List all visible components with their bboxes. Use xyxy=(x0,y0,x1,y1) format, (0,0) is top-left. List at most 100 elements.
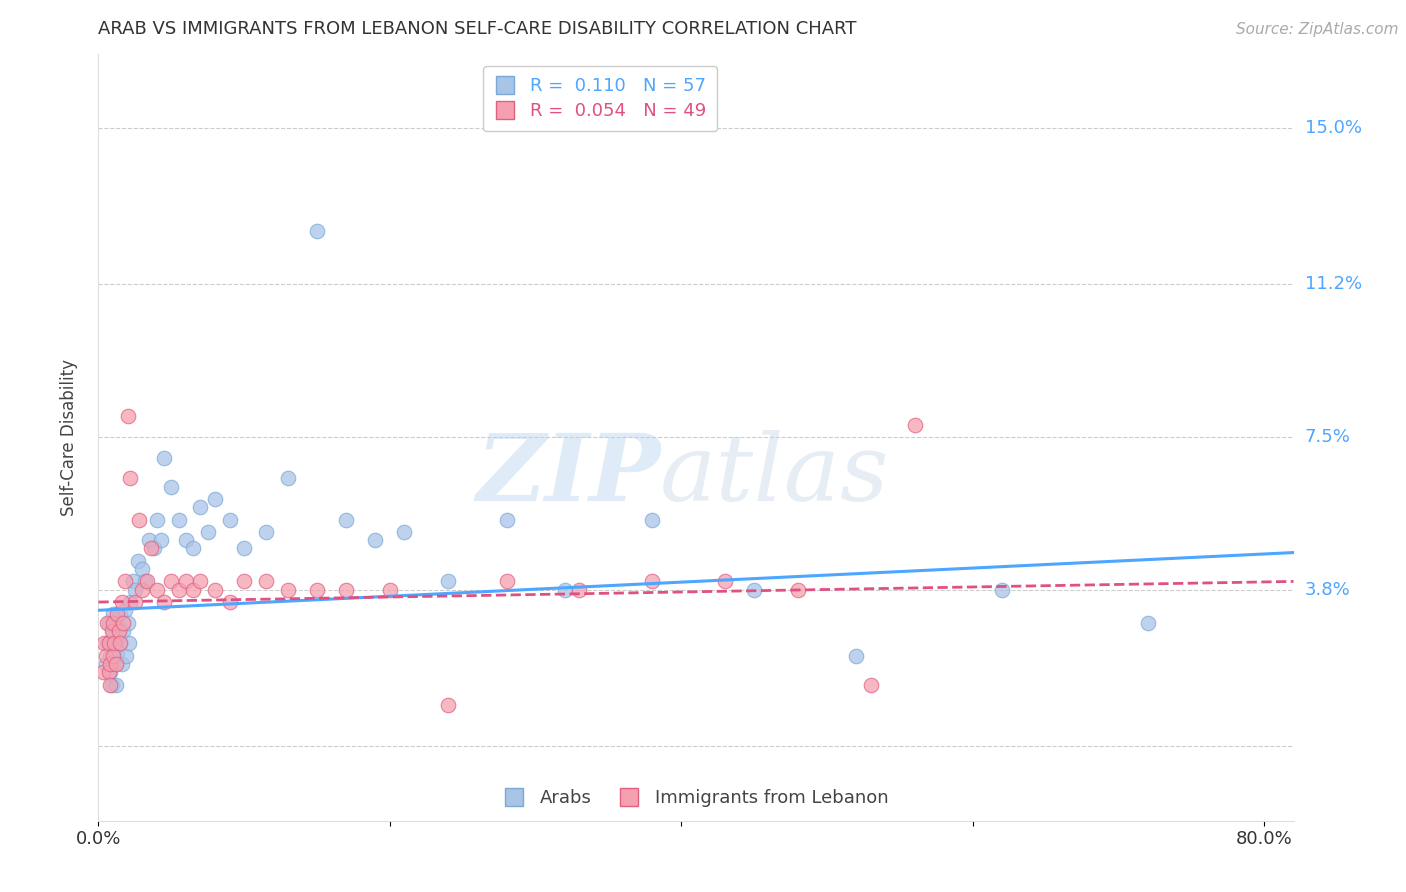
Point xyxy=(568,582,591,597)
Point xyxy=(641,512,664,526)
Point xyxy=(101,607,124,622)
Point xyxy=(98,657,121,671)
Point xyxy=(111,657,134,671)
Point xyxy=(112,615,135,630)
Text: ZIP: ZIP xyxy=(475,431,661,520)
Point xyxy=(305,582,328,597)
Point xyxy=(94,657,117,671)
Point xyxy=(378,582,401,597)
Point xyxy=(335,582,357,597)
Point xyxy=(97,615,120,630)
Point xyxy=(120,595,142,609)
Text: 11.2%: 11.2% xyxy=(1305,276,1362,293)
Point xyxy=(991,582,1014,597)
Point xyxy=(305,224,328,238)
Point xyxy=(124,582,146,597)
Point xyxy=(118,636,141,650)
Point xyxy=(135,574,157,589)
Point xyxy=(394,524,416,539)
Text: 3.8%: 3.8% xyxy=(1305,581,1350,599)
Point xyxy=(167,582,190,597)
Point xyxy=(100,677,122,691)
Point xyxy=(114,574,136,589)
Point xyxy=(138,533,160,548)
Point xyxy=(181,582,204,597)
Point xyxy=(714,574,737,589)
Text: Source: ZipAtlas.com: Source: ZipAtlas.com xyxy=(1236,22,1399,37)
Point xyxy=(98,665,121,680)
Point xyxy=(145,512,167,526)
Point xyxy=(97,636,120,650)
Point xyxy=(150,533,173,548)
Point xyxy=(204,491,226,506)
Point xyxy=(160,574,183,589)
Point xyxy=(254,574,277,589)
Point xyxy=(103,636,125,650)
Text: 7.5%: 7.5% xyxy=(1305,428,1351,446)
Point xyxy=(495,574,517,589)
Point xyxy=(94,648,117,663)
Point xyxy=(437,574,460,589)
Point xyxy=(277,471,299,485)
Point xyxy=(98,648,121,663)
Point xyxy=(111,595,134,609)
Point xyxy=(105,607,128,622)
Point xyxy=(103,636,125,650)
Point xyxy=(108,624,131,638)
Point xyxy=(105,615,128,630)
Point xyxy=(101,648,124,663)
Point xyxy=(742,582,765,597)
Point xyxy=(233,541,256,556)
Point xyxy=(114,603,136,617)
Point xyxy=(277,582,299,597)
Point xyxy=(181,541,204,556)
Point xyxy=(641,574,664,589)
Point xyxy=(104,677,127,691)
Point xyxy=(787,582,810,597)
Text: 15.0%: 15.0% xyxy=(1305,119,1361,136)
Point xyxy=(153,450,176,465)
Point xyxy=(174,533,197,548)
Point xyxy=(1136,615,1159,630)
Y-axis label: Self-Care Disability: Self-Care Disability xyxy=(59,359,77,516)
Point xyxy=(131,582,153,597)
Point xyxy=(98,677,121,691)
Point xyxy=(124,595,146,609)
Point xyxy=(160,479,183,493)
Point xyxy=(174,574,197,589)
Point xyxy=(91,665,114,680)
Point xyxy=(104,657,127,671)
Point xyxy=(142,541,165,556)
Point xyxy=(96,636,118,650)
Point xyxy=(101,624,124,638)
Point xyxy=(845,648,868,663)
Point xyxy=(105,644,128,658)
Point xyxy=(100,624,122,638)
Legend: Arabs, Immigrants from Lebanon: Arabs, Immigrants from Lebanon xyxy=(498,783,894,813)
Point xyxy=(364,533,387,548)
Point xyxy=(218,512,240,526)
Point xyxy=(190,500,212,515)
Point xyxy=(110,607,132,622)
Point xyxy=(97,665,120,680)
Point xyxy=(97,636,120,650)
Point xyxy=(120,471,142,485)
Point xyxy=(117,615,139,630)
Point xyxy=(139,541,162,556)
Point xyxy=(112,624,135,638)
Point xyxy=(104,657,127,671)
Point xyxy=(110,636,132,650)
Point xyxy=(167,512,190,526)
Point xyxy=(134,574,156,589)
Point xyxy=(145,582,167,597)
Point xyxy=(204,582,226,597)
Point xyxy=(96,615,118,630)
Point xyxy=(859,677,882,691)
Point xyxy=(115,648,138,663)
Point xyxy=(554,582,576,597)
Point xyxy=(254,524,277,539)
Point xyxy=(197,524,219,539)
Point xyxy=(127,554,149,568)
Point xyxy=(218,595,240,609)
Point xyxy=(335,512,357,526)
